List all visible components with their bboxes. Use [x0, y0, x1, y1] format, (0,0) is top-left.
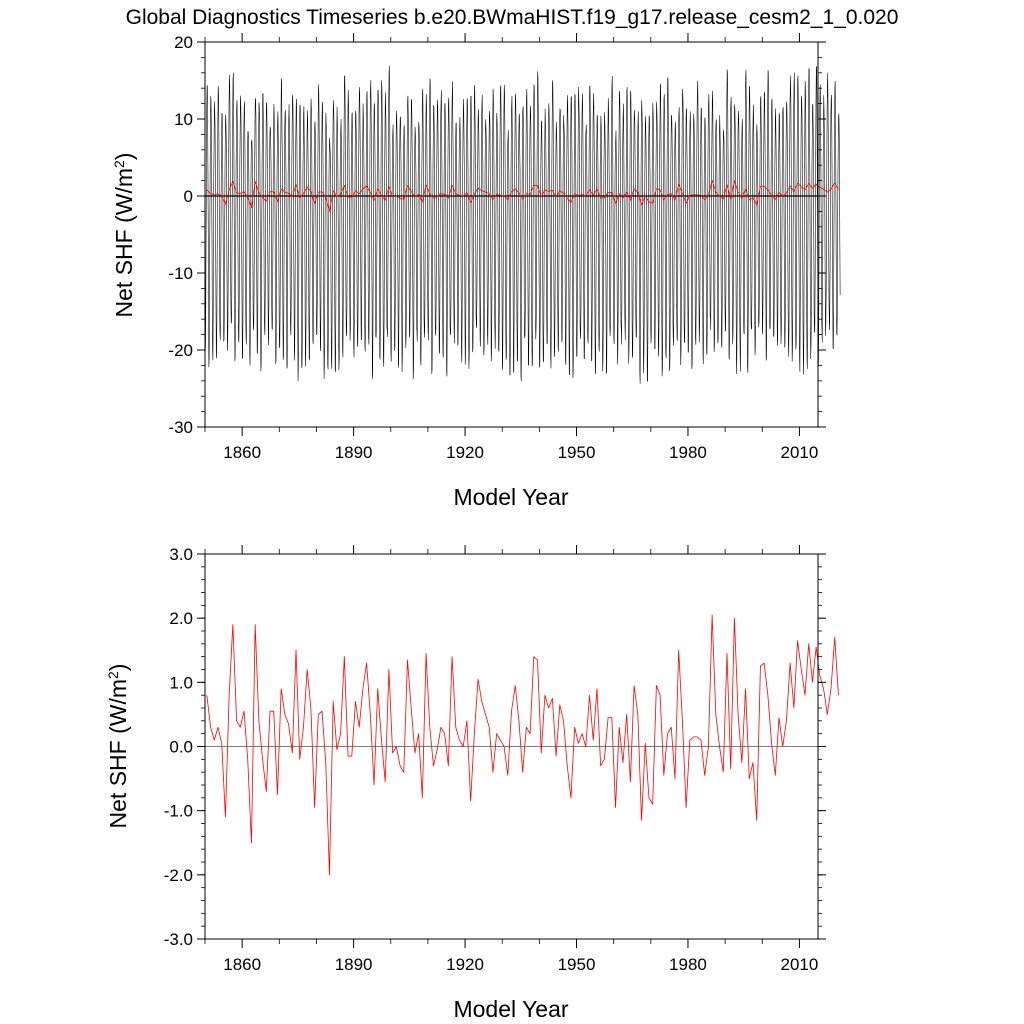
x-tick-label: 2010 — [781, 955, 819, 974]
y-axis-label-main: Net SHF (W/m — [105, 679, 131, 829]
x-tick-label: 1860 — [223, 955, 261, 974]
series-line-annual-top — [206, 179, 839, 212]
panel-bottom-y-axis-label: Net SHF (W/m2) — [105, 664, 131, 829]
series-line-annual — [206, 614, 839, 876]
panel-bottom-x-axis-label: Model Year — [453, 996, 568, 1022]
y-axis-label-close: ) — [111, 153, 137, 161]
x-tick-label: 1860 — [223, 443, 261, 462]
y-tick-label: -3.0 — [164, 930, 193, 949]
panel-top-monthly-series-group — [204, 65, 841, 384]
y-tick-label: 1.0 — [169, 673, 193, 692]
y-tick-label: 20 — [174, 33, 193, 52]
series-line-monthly — [204, 65, 841, 384]
x-tick-label: 1950 — [558, 955, 596, 974]
svg-text:Net SHF (W/m2): Net SHF (W/m2) — [105, 664, 131, 829]
x-tick-label: 1920 — [446, 955, 484, 974]
y-axis-label-superscript: 2 — [111, 160, 127, 168]
svg-text:Net SHF (W/m2): Net SHF (W/m2) — [111, 153, 137, 318]
x-tick-label: 1950 — [558, 443, 596, 462]
y-axis-label-main: Net SHF (W/m — [111, 168, 137, 318]
x-tick-label: 1980 — [669, 443, 707, 462]
panel-top-plot-frame — [204, 41, 819, 428]
x-tick-label: 1980 — [669, 955, 707, 974]
y-tick-label: -30 — [168, 418, 193, 437]
x-tick-label: 2010 — [781, 443, 819, 462]
y-tick-label: 3.0 — [169, 545, 193, 564]
x-tick-label: 1920 — [446, 443, 484, 462]
panel-top-x-axis-label: Model Year — [453, 484, 568, 510]
y-tick-label: 0.0 — [169, 738, 193, 757]
y-tick-label: 10 — [174, 110, 193, 129]
y-tick-label: 0 — [184, 187, 193, 206]
x-tick-label: 1890 — [335, 443, 373, 462]
panel-top-annual-series-group — [206, 179, 839, 212]
y-axis-label-close: ) — [105, 664, 131, 672]
panel-bottom-annual-series-group — [206, 614, 839, 876]
panel-top-y-axis-label: Net SHF (W/m2) — [111, 153, 137, 318]
y-tick-label: 2.0 — [169, 609, 193, 628]
y-tick-label: -10 — [168, 264, 193, 283]
y-axis-label-superscript: 2 — [105, 671, 121, 679]
panel-bottom-ticks: 3.0 2.0 1.0 0.0 -1.0 -2.0 -3.0 1860 1890 1920 1950… — [164, 545, 826, 974]
y-tick-label: -1.0 — [164, 802, 193, 821]
y-tick-label: -20 — [168, 341, 193, 360]
panel-bottom: 3.0 2.0 1.0 0.0 -1.0 -2.0 -3.0 1860 1890 1920 1950… — [105, 545, 839, 1022]
y-tick-label: -2.0 — [164, 866, 193, 885]
x-tick-label: 1890 — [335, 955, 373, 974]
figure-title: Global Diagnostics Timeseries b.e20.BWma… — [126, 6, 899, 29]
